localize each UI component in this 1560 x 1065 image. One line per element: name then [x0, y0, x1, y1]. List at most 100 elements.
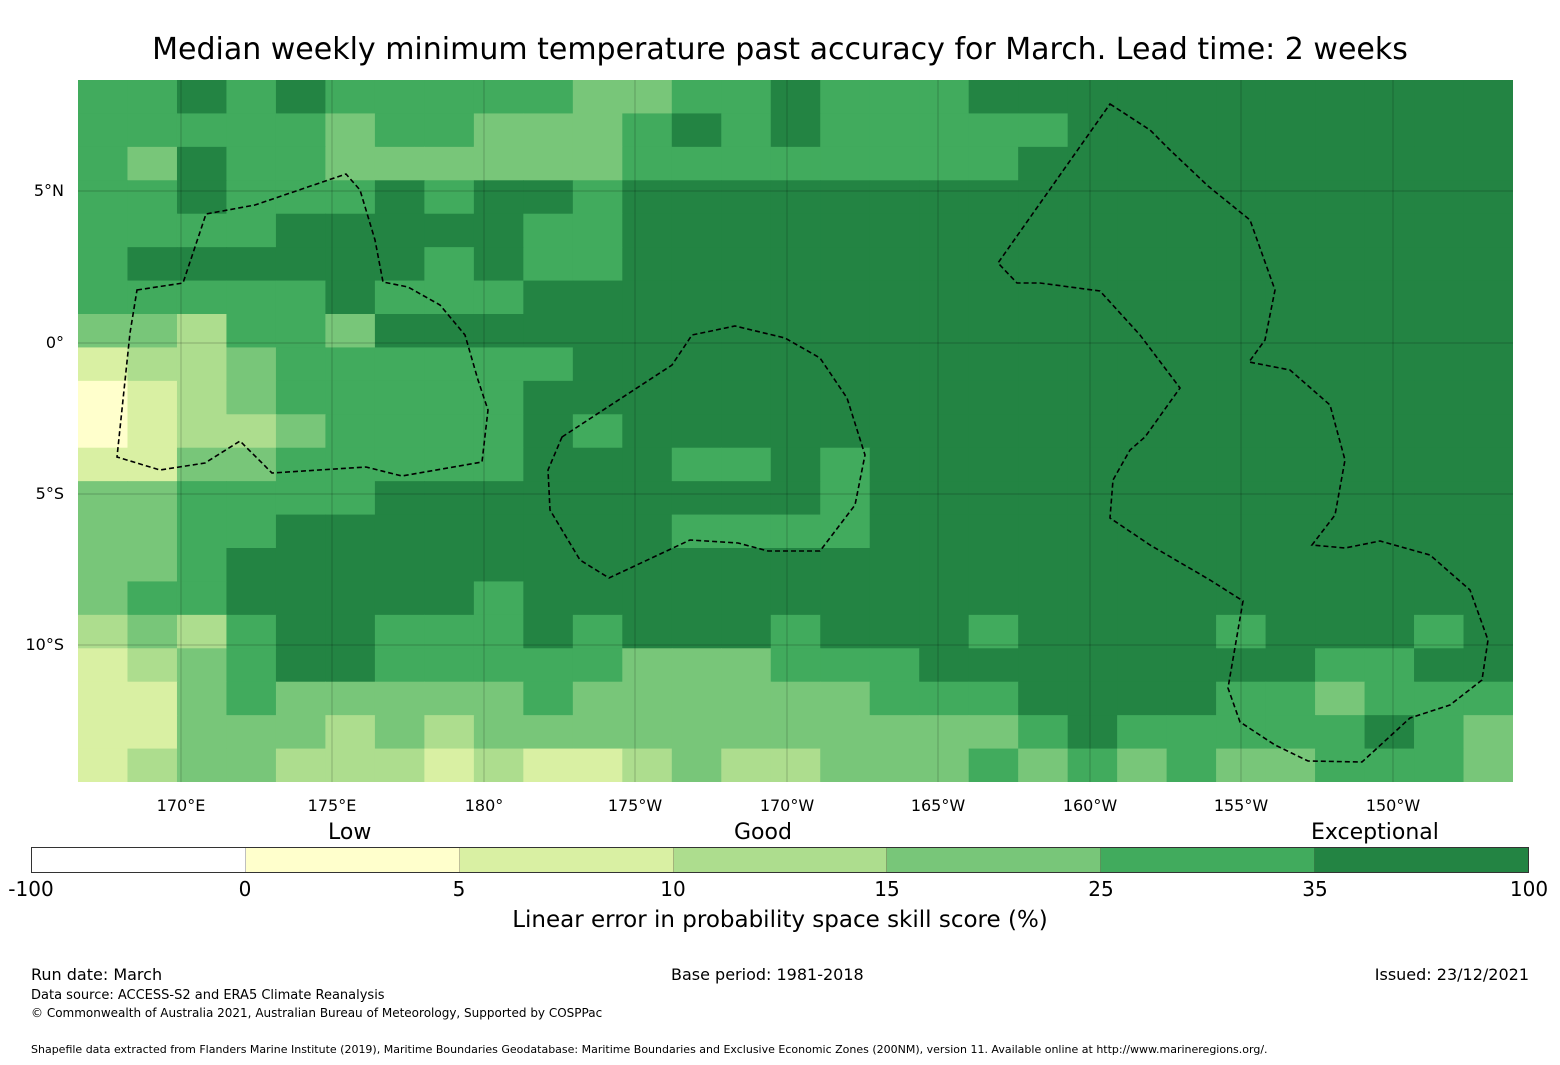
skill-cell — [1067, 180, 1118, 215]
skill-cell — [1265, 213, 1316, 248]
skill-cell — [374, 347, 425, 382]
skill-cell — [325, 748, 376, 782]
skill-cell — [1166, 481, 1217, 516]
skill-cell — [919, 180, 970, 215]
skill-cell — [1414, 180, 1465, 215]
skill-cell — [1315, 614, 1366, 649]
skill-cell — [374, 113, 425, 148]
colorbar-tick: 15 — [874, 877, 900, 901]
skill-cell — [919, 414, 970, 449]
skill-cell — [325, 380, 376, 415]
skill-cell — [1216, 80, 1267, 115]
skill-cell — [671, 113, 722, 148]
skill-cell — [325, 715, 376, 750]
skill-cell — [226, 748, 277, 782]
skill-cell — [176, 280, 228, 315]
lat-label: 5°S — [35, 484, 64, 503]
skill-cell — [374, 514, 425, 549]
skill-cell — [869, 380, 920, 415]
skill-cell — [869, 748, 920, 782]
skill-cell — [572, 347, 623, 382]
lon-label: 175°E — [307, 796, 357, 815]
skill-cell — [1117, 180, 1168, 215]
lon-label: 170°W — [759, 796, 815, 815]
skill-cell — [424, 347, 475, 382]
skill-cell — [1463, 213, 1513, 248]
skill-cell — [78, 213, 129, 248]
skill-cell — [1414, 247, 1465, 282]
skill-cell — [523, 314, 574, 349]
skill-cell — [721, 581, 772, 616]
skill-cell — [424, 548, 475, 583]
colorbar-tick: 0 — [238, 877, 252, 901]
skill-cell — [374, 648, 425, 683]
skill-cell — [1414, 80, 1465, 115]
skill-cell — [374, 280, 425, 315]
colorbar-segment — [887, 848, 1102, 872]
skill-cell — [1265, 80, 1316, 115]
skill-cell — [275, 748, 327, 782]
skill-cell — [1117, 748, 1168, 782]
skill-cell — [275, 548, 327, 583]
skill-cell — [226, 80, 277, 115]
skill-cell — [424, 247, 475, 282]
skill-cell — [721, 347, 772, 382]
skill-cell — [226, 113, 277, 148]
skill-cell — [622, 648, 673, 683]
skill-cell — [127, 748, 178, 782]
skill-cell — [572, 146, 623, 181]
skill-cell — [869, 581, 920, 616]
skill-cell — [275, 681, 327, 716]
lat-label: 10°S — [25, 635, 64, 654]
skill-cell — [275, 447, 327, 482]
skill-cell — [820, 113, 871, 148]
skill-cell — [473, 715, 524, 750]
skill-cell — [1463, 514, 1513, 549]
skill-cell — [1067, 581, 1118, 616]
skill-cell — [226, 681, 277, 716]
skill-cell — [572, 380, 623, 415]
skill-cell — [919, 380, 970, 415]
colorbar-tick: 100 — [1509, 877, 1549, 901]
skill-cell — [869, 247, 920, 282]
skill-cell — [820, 213, 871, 248]
skill-cell — [78, 247, 129, 282]
skill-cell — [1265, 648, 1316, 683]
skill-cell — [572, 548, 623, 583]
skill-cell — [1414, 113, 1465, 148]
skill-cell — [1216, 280, 1267, 315]
skill-cell — [721, 280, 772, 315]
skill-cell — [820, 447, 871, 482]
skill-cell — [1315, 247, 1366, 282]
skill-cell — [820, 280, 871, 315]
skill-cell — [572, 447, 623, 482]
skill-cell — [127, 614, 178, 649]
skill-cell — [671, 347, 722, 382]
skill-cell — [127, 414, 178, 449]
skill-cell — [1018, 314, 1069, 349]
skill-cell — [325, 146, 376, 181]
skill-cell — [1364, 648, 1415, 683]
skill-cell — [1166, 247, 1217, 282]
skill-cell — [1265, 548, 1316, 583]
skill-cell — [1018, 213, 1069, 248]
skill-cell — [869, 146, 920, 181]
skill-cell — [968, 614, 1019, 649]
skill-cell — [424, 648, 475, 683]
skill-cell — [226, 347, 277, 382]
skill-cell — [671, 715, 722, 750]
colorbar-tick: 10 — [660, 877, 686, 901]
skill-cell — [721, 614, 772, 649]
skill-cell — [127, 347, 178, 382]
skill-cell — [1414, 548, 1465, 583]
skill-cell — [1364, 347, 1415, 382]
skill-cell — [424, 146, 475, 181]
skill-cell — [770, 715, 821, 750]
skill-cell — [1364, 180, 1415, 215]
skill-cell — [176, 514, 228, 549]
skill-cell — [820, 146, 871, 181]
skill-cell — [622, 514, 673, 549]
skill-cell — [1018, 380, 1069, 415]
skill-cell — [523, 80, 574, 115]
skill-cell — [1117, 447, 1168, 482]
